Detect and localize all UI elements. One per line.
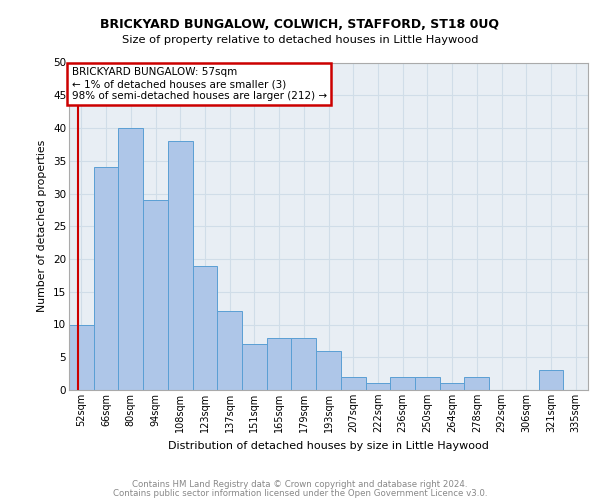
Text: Contains HM Land Registry data © Crown copyright and database right 2024.: Contains HM Land Registry data © Crown c… (132, 480, 468, 489)
Bar (365, 384, 390, 390)
Y-axis label: Number of detached properties: Number of detached properties (37, 140, 47, 312)
Bar (267, 338, 292, 390)
Text: BRICKYARD BUNGALOW: 57sqm
← 1% of detached houses are smaller (3)
98% of semi-de: BRICKYARD BUNGALOW: 57sqm ← 1% of detach… (71, 68, 327, 100)
Bar (242, 344, 267, 390)
Text: Contains public sector information licensed under the Open Government Licence v3: Contains public sector information licen… (113, 490, 487, 498)
Bar (390, 377, 415, 390)
Bar (440, 384, 464, 390)
Text: Size of property relative to detached houses in Little Haywood: Size of property relative to detached ho… (122, 35, 478, 45)
Text: BRICKYARD BUNGALOW, COLWICH, STAFFORD, ST18 0UQ: BRICKYARD BUNGALOW, COLWICH, STAFFORD, S… (101, 18, 499, 30)
Bar (539, 370, 563, 390)
Bar (94, 168, 118, 390)
Bar (143, 200, 168, 390)
Bar (464, 377, 489, 390)
Bar (118, 128, 143, 390)
Bar (69, 324, 94, 390)
Bar (193, 266, 217, 390)
Bar (316, 350, 341, 390)
Bar (415, 377, 440, 390)
Bar (168, 141, 193, 390)
Bar (217, 312, 242, 390)
Bar (292, 338, 316, 390)
Bar (341, 377, 365, 390)
X-axis label: Distribution of detached houses by size in Little Haywood: Distribution of detached houses by size … (168, 440, 489, 450)
